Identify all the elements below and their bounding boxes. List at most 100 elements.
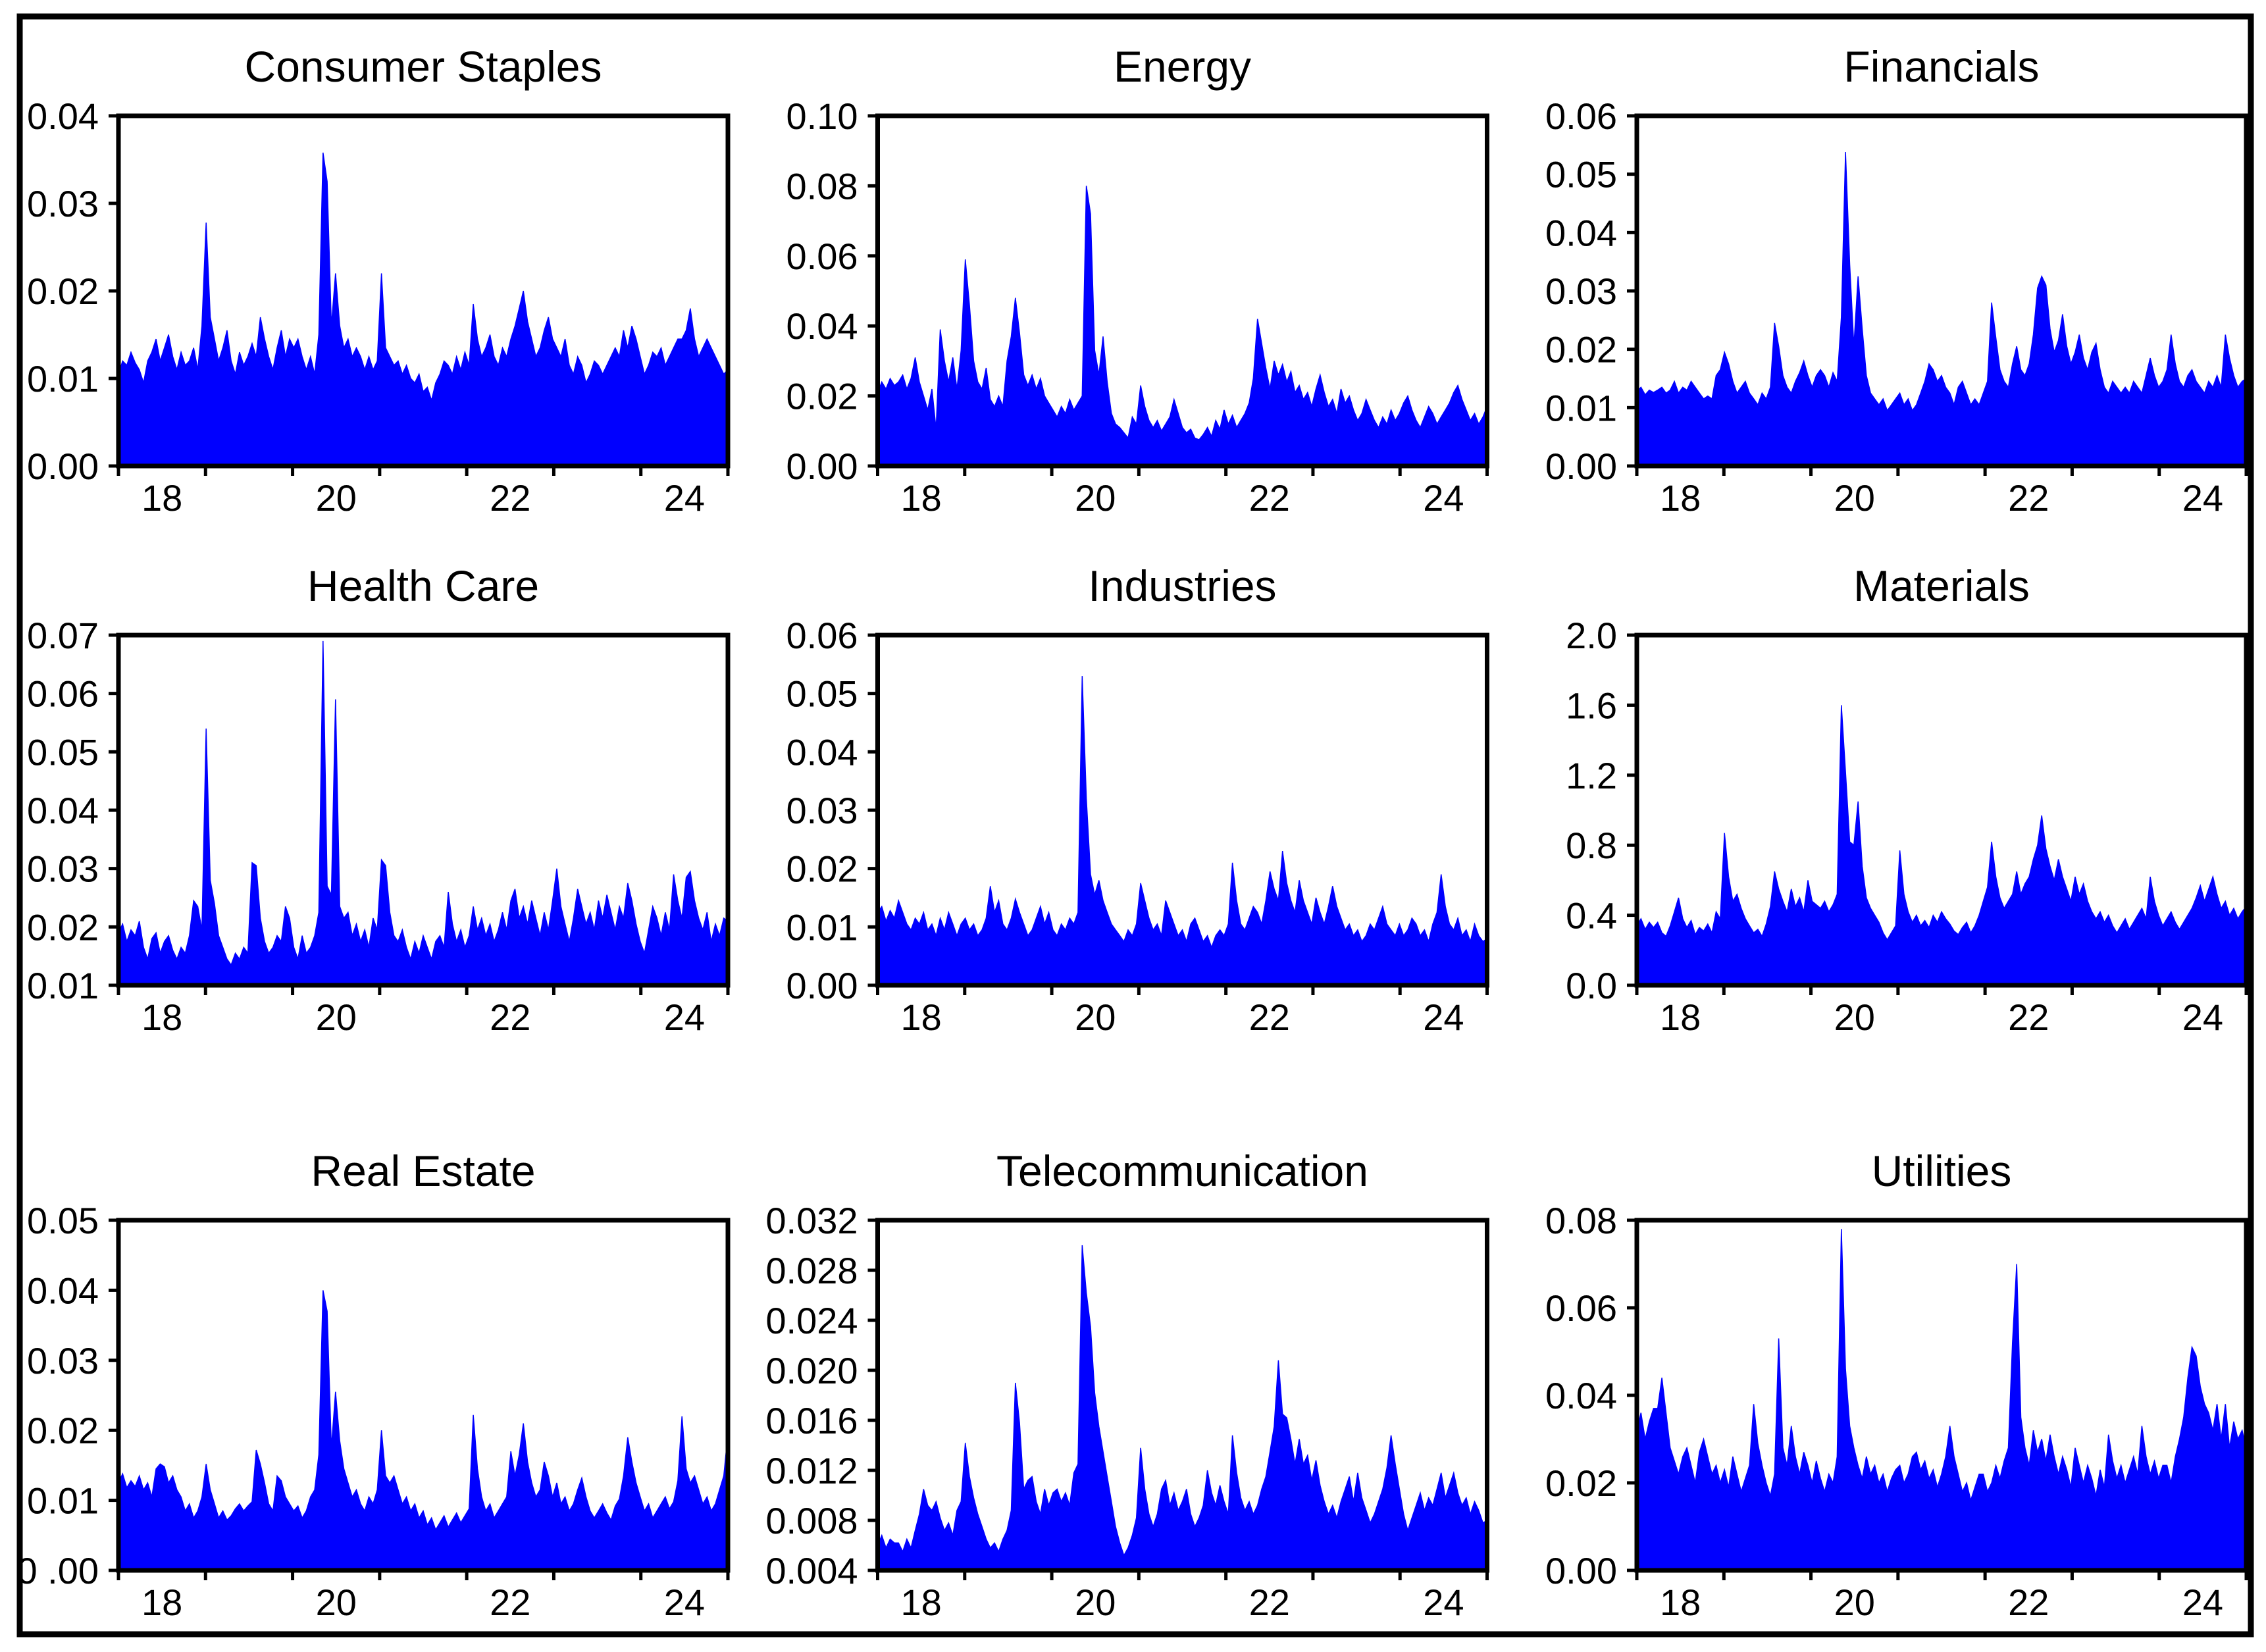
- x-tick-label: 22: [490, 477, 530, 519]
- subplots-container: Consumer Staples 0.00 0.01 0.02 0.03 0.04 18 20…: [16, 42, 2249, 1623]
- x-tick-label: 22: [490, 1582, 530, 1623]
- subplot-financials: Financials 0.00 0.01 0.02 0.03 0.04 0.05 0.06 18…: [1545, 42, 2249, 519]
- y-tick-label: 0.02: [27, 906, 99, 948]
- y-tick-label: 0.004: [765, 1550, 858, 1591]
- y-tick-label: 0.05: [1545, 154, 1617, 195]
- x-tick-label: 18: [1660, 996, 1701, 1038]
- x-tick-label: 18: [1660, 477, 1701, 519]
- y-tick-label: 0.01: [27, 965, 99, 1006]
- subplot-title: Materials: [1853, 561, 2030, 610]
- x-tick-label: 24: [2182, 996, 2223, 1038]
- y-tick-label: 0.00: [1545, 1550, 1617, 1591]
- x-tick-label: 22: [1249, 996, 1290, 1038]
- subplot-title: Energy: [1114, 42, 1251, 91]
- subplot-telecommunication: Telecommunication 0.004 0.008 0.012 0.016 0.0…: [765, 1147, 1489, 1623]
- y-tick-label: 0.028: [765, 1250, 858, 1291]
- y-tick-label: 0.02: [1545, 1462, 1617, 1504]
- y-tick-label: 0.04: [1545, 212, 1617, 253]
- x-tick-label: 18: [1660, 1582, 1701, 1623]
- x-tick-label: 20: [1075, 996, 1116, 1038]
- y-tick-label: 0.0: [1566, 965, 1617, 1006]
- x-tick-label: 20: [316, 1582, 357, 1623]
- y-tick-label: 0.032: [765, 1200, 858, 1241]
- x-tick-label: 20: [1834, 996, 1875, 1038]
- y-tick-label: 0.04: [786, 731, 858, 773]
- y-tick-label: 0.06: [1545, 1287, 1617, 1329]
- y-tick-label: 0.008: [765, 1500, 858, 1541]
- y-tick-label: 0.06: [1545, 95, 1617, 137]
- x-tick-label: 20: [1075, 477, 1116, 519]
- subplot-consumer-staples: Consumer Staples 0.00 0.01 0.02 0.03 0.04 18 20…: [27, 42, 731, 519]
- y-tick-label: 0.05: [786, 673, 858, 715]
- y-tick-label: 0.02: [27, 271, 99, 312]
- y-tick-label: 0.10: [786, 95, 858, 137]
- x-tick-label: 24: [1423, 996, 1464, 1038]
- y-tick-label: 0.03: [1545, 271, 1617, 312]
- x-tick-label: 24: [664, 477, 705, 519]
- plot-frame: [875, 113, 1489, 469]
- x-tick-label: 22: [1249, 1582, 1290, 1623]
- series-area: [1636, 1229, 2247, 1571]
- x-tick-label: 24: [1423, 477, 1464, 519]
- x-tick-label: 22: [490, 996, 530, 1038]
- x-tick-label: 18: [900, 1582, 941, 1623]
- y-tick-label: 0.03: [786, 790, 858, 831]
- y-tick-label: 0.05: [27, 1200, 99, 1241]
- x-tick-label: 18: [900, 996, 941, 1038]
- x-tick-label: 22: [2008, 1582, 2049, 1623]
- x-tick-label: 24: [2182, 477, 2223, 519]
- y-tick-label: 0.03: [27, 848, 99, 890]
- x-tick-label: 24: [664, 1582, 705, 1623]
- x-tick-label: 18: [900, 477, 941, 519]
- y-tick-label: 0.04: [786, 305, 858, 347]
- x-tick-label: 20: [1834, 1582, 1875, 1623]
- x-tick-label: 22: [1249, 477, 1290, 519]
- y-tick-label: 0.04: [27, 95, 99, 137]
- y-tick-label: 0.4: [1566, 895, 1617, 937]
- y-tick-label: 0.02: [27, 1410, 99, 1451]
- y-tick-label: 0.04: [27, 790, 99, 831]
- y-tick-label: 0.06: [786, 236, 858, 277]
- subplot-industries: Industries 0.00 0.01 0.02 0.03 0.04 0.05 0.06 18…: [786, 561, 1489, 1038]
- x-tick-label: 18: [142, 477, 182, 519]
- figure-border: [16, 13, 2254, 1638]
- y-tick-label: 0.08: [786, 165, 858, 207]
- x-tick-label: 18: [142, 1582, 182, 1623]
- subplot-energy: Energy 0.00 0.02 0.04 0.06 0.08 0.10 18 20 22 24: [786, 42, 1489, 519]
- subplot-utilities: Utilities 0.00 0.02 0.04 0.06 0.08 18 20 22 24: [1545, 1147, 2249, 1623]
- series-area: [118, 1290, 729, 1571]
- y-tick-label: 0.02: [786, 848, 858, 890]
- x-tick-label: 18: [142, 996, 182, 1038]
- plot-frame: [1634, 632, 2249, 988]
- y-tick-label: 0.04: [27, 1270, 99, 1311]
- y-tick-label: 0.024: [765, 1300, 858, 1341]
- plot-frame: [116, 1218, 731, 1573]
- series-area: [877, 1245, 1488, 1571]
- y-tick-label: 0.020: [765, 1350, 858, 1391]
- x-tick-label: 22: [2008, 477, 2049, 519]
- subplot-title: Financials: [1843, 42, 2039, 91]
- y-tick-label: 0.016: [765, 1400, 858, 1441]
- series-area: [877, 186, 1488, 467]
- y-tick-label: 0.01: [27, 1480, 99, 1522]
- x-tick-label: 20: [1834, 477, 1875, 519]
- y-tick-label: 0.012: [765, 1450, 858, 1491]
- series-area: [118, 640, 729, 986]
- y-tick-label: 0.05: [27, 731, 99, 773]
- y-tick-label: 0.06: [786, 615, 858, 656]
- subplot-health-care: Health Care 0.01 0.02 0.03 0.04 0.05 0.06 0.07 1…: [27, 561, 731, 1038]
- y-tick-label: 0.02: [1545, 329, 1617, 371]
- subplot-title: Telecommunication: [996, 1147, 1368, 1195]
- x-tick-label: 24: [2182, 1582, 2223, 1623]
- subplot-real-estate: Real Estate 0 .00 0.01 0.02 0.03 0.04 0.05 18 20…: [16, 1147, 731, 1623]
- y-tick-label: 0.00: [27, 446, 99, 487]
- y-tick-label: 0.00: [1545, 446, 1617, 487]
- y-tick-label: 0.03: [27, 183, 99, 224]
- x-tick-label: 20: [1075, 1582, 1116, 1623]
- subplot-title: Health Care: [307, 561, 539, 610]
- y-tick-label: 0 .00: [16, 1550, 99, 1591]
- x-tick-label: 20: [316, 477, 357, 519]
